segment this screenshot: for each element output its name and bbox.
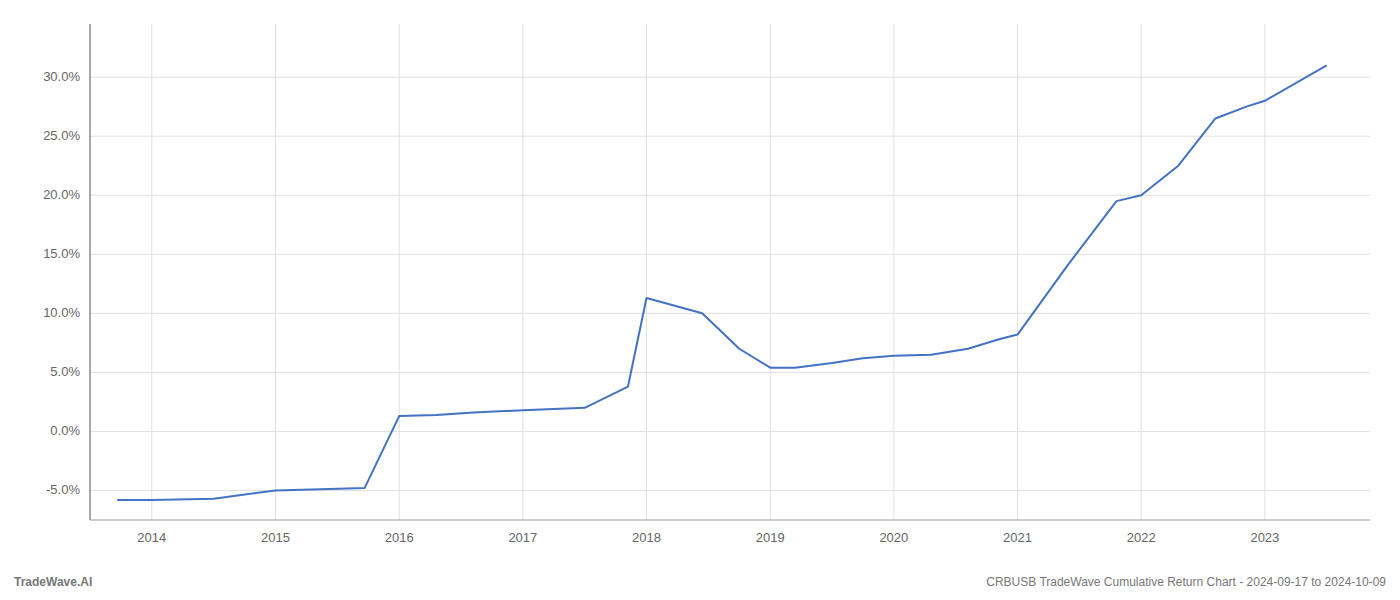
footer-text: TradeWave.AI bbox=[14, 575, 92, 589]
axes: -5.0% 0.0% 5.0% 10.0% 15.0% 20.0% 25.0% 30.0% 20… bbox=[43, 24, 1370, 545]
y-tick-label: 30.0% bbox=[43, 69, 80, 84]
y-tick-label: 10.0% bbox=[43, 305, 80, 320]
x-grid-line bbox=[522, 24, 523, 520]
x-tick-label: 2023 bbox=[1250, 530, 1279, 545]
y-grid-line bbox=[90, 77, 1370, 78]
y-tick-label: 20.0% bbox=[43, 187, 80, 202]
y-tick-label: 0.0% bbox=[50, 423, 80, 438]
x-axis-line bbox=[90, 520, 1370, 521]
x-tick-label: 2018 bbox=[632, 530, 661, 545]
x-tick-label: 2021 bbox=[1003, 530, 1032, 545]
y-grid-line bbox=[90, 372, 1370, 373]
x-tick-label: 2014 bbox=[137, 530, 166, 545]
y-tick-label: -5.0% bbox=[46, 482, 80, 497]
y-grid-line bbox=[90, 431, 1370, 432]
x-grid-line bbox=[770, 24, 771, 520]
x-grid-line bbox=[151, 24, 152, 520]
plot-area bbox=[117, 65, 1327, 500]
x-grid-line bbox=[1264, 24, 1265, 520]
y-grid-line bbox=[90, 195, 1370, 196]
y-grid-line bbox=[90, 136, 1370, 137]
y-tick-label: 15.0% bbox=[43, 246, 80, 261]
x-grid-line bbox=[1141, 24, 1142, 520]
x-grid-line bbox=[399, 24, 400, 520]
x-tick-label: 2015 bbox=[261, 530, 290, 545]
y-tick-label: 5.0% bbox=[50, 364, 80, 379]
x-grid-line bbox=[1017, 24, 1018, 520]
x-tick-label: 2019 bbox=[756, 530, 785, 545]
footer-text: CRBUSB TradeWave Cumulative Return Chart… bbox=[986, 575, 1386, 589]
y-grid-line bbox=[90, 313, 1370, 314]
y-axis-line bbox=[90, 24, 91, 520]
x-grid-line bbox=[646, 24, 647, 520]
x-tick-label: 2016 bbox=[385, 530, 414, 545]
chart: -5.0% 0.0% 5.0% 10.0% 15.0% 20.0% 25.0% 30.0% 20… bbox=[0, 0, 1400, 600]
x-tick-label: 2017 bbox=[508, 530, 537, 545]
y-tick-label: 25.0% bbox=[43, 128, 80, 143]
x-grid-line bbox=[275, 24, 276, 520]
x-tick-label: 2020 bbox=[879, 530, 908, 545]
grid bbox=[90, 24, 1370, 520]
x-tick-label: 2022 bbox=[1127, 530, 1156, 545]
x-grid-line bbox=[893, 24, 894, 520]
line bbox=[117, 65, 1327, 500]
y-grid-line bbox=[90, 254, 1370, 255]
